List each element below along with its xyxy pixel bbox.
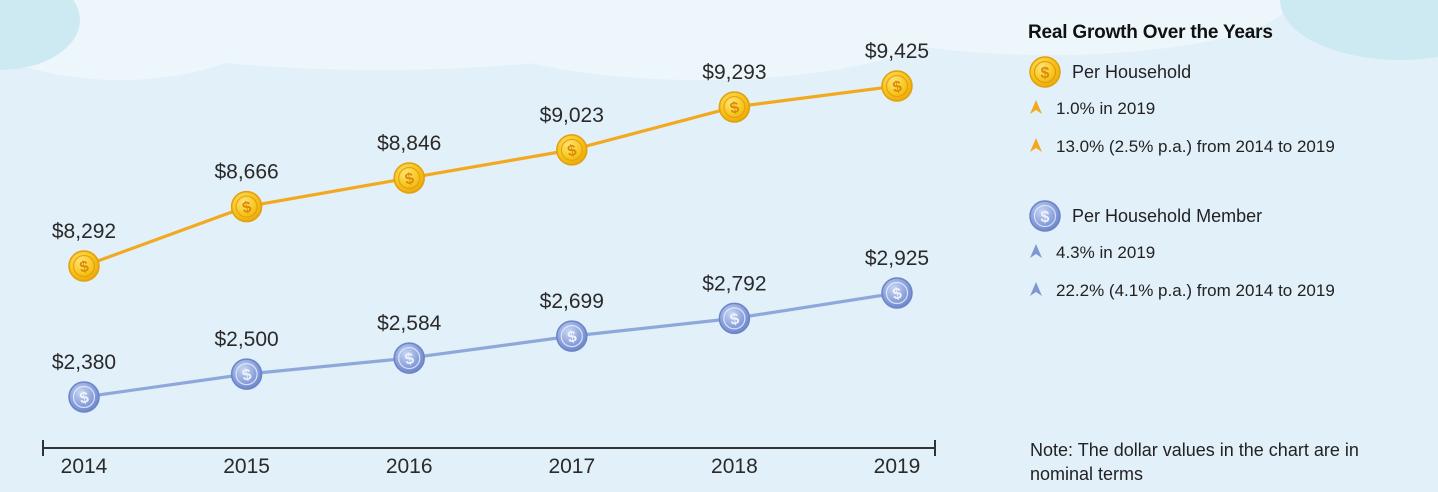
data-label-household-2017: $9,023 [540, 104, 604, 127]
x-axis [42, 440, 936, 456]
silver-coin-icon: $ [230, 358, 263, 390]
x-tick-labels: 2014 2015 2016 2017 2018 2019 [61, 455, 921, 478]
legend-stat-household-1: 1.0% in 2019 [1028, 90, 1428, 128]
svg-text:$: $ [1041, 65, 1050, 82]
legend-stat-member-1: 4.3% in 2019 [1028, 234, 1428, 272]
data-label-household-2016: $8,846 [377, 132, 441, 155]
silver-coin-icon: $ [393, 342, 425, 374]
legend-stat-member-2: 22.2% (4.1% p.a.) from 2014 to 2019 [1028, 272, 1428, 310]
background-clouds [0, 0, 1438, 80]
data-label-member-2018: $2,792 [702, 272, 766, 295]
svg-text:$: $ [403, 170, 415, 188]
svg-text:$: $ [403, 350, 415, 368]
svg-text:$: $ [566, 328, 578, 346]
data-label-household-2014: $8,292 [52, 220, 116, 243]
household-growth-2019: 1.0% in 2019 [1056, 99, 1156, 118]
gold-coin-icon: $ [718, 91, 751, 123]
silver-coin-icon: $ [881, 277, 913, 309]
svg-text:$: $ [78, 258, 90, 276]
series-line-member [83, 291, 898, 399]
x-tick-label-2015: 2015 [223, 455, 270, 478]
svg-text:$: $ [891, 285, 903, 303]
data-label-member-2016: $2,584 [377, 312, 442, 335]
legend-item-member: $ Per Household Member [1028, 198, 1428, 234]
data-label-member-2015: $2,500 [214, 328, 278, 351]
chart-note: Note: The dollar values in the chart are… [1030, 440, 1359, 484]
member-growth-2019: 4.3% in 2019 [1056, 243, 1156, 262]
x-tick-label-2016: 2016 [386, 455, 433, 478]
x-tick-label-2018: 2018 [711, 455, 758, 478]
gold-coin-icon: $ [1029, 56, 1061, 88]
svg-text:$: $ [729, 311, 741, 329]
gold-coin-icon: $ [393, 162, 425, 194]
svg-text:$: $ [729, 99, 741, 117]
svg-text:$: $ [566, 142, 578, 160]
series-layer: $ $8,292 $ $8,666 $ $8,846 $ $9,023 $ $9,293 $ $9,4… [52, 40, 929, 413]
series-member: $ $2,380 $ $2,500 $ $2,584 $ $2,699 $ $2,792 $ $2,9… [52, 247, 929, 413]
silver-coin-icon: $ [718, 302, 751, 335]
legend-panel: Real Growth Over the Years $ Per Househo… [1028, 22, 1428, 310]
legend-label-household: Per Household [1072, 61, 1192, 82]
data-label-member-2017: $2,699 [540, 290, 604, 313]
x-tick-label-2017: 2017 [548, 455, 595, 478]
gold-coin-icon: $ [68, 250, 100, 282]
up-arrow-icon [1028, 99, 1056, 120]
data-label-household-2018: $9,293 [702, 61, 766, 84]
up-arrow-icon [1028, 137, 1056, 158]
legend-label-member: Per Household Member [1072, 205, 1263, 226]
x-tick-label-2019: 2019 [874, 455, 921, 478]
gold-coin-icon: $ [881, 70, 913, 102]
up-arrow-icon [1028, 281, 1056, 302]
x-tick-label-2014: 2014 [61, 455, 108, 478]
series-household: $ $8,292 $ $8,666 $ $8,846 $ $9,023 $ $9,293 $ $9,4… [52, 40, 929, 282]
gold-coin-icon: $ [230, 190, 263, 223]
gold-coin-icon: $ [556, 134, 588, 166]
svg-text:$: $ [1041, 209, 1050, 226]
legend-item-household: $ Per Household [1028, 54, 1428, 90]
silver-coin-icon: $ [556, 320, 588, 352]
data-label-household-2015: $8,666 [214, 161, 278, 184]
legend-stat-household-2: 13.0% (2.5% p.a.) from 2014 to 2019 [1028, 128, 1428, 166]
silver-coin-icon: $ [68, 381, 100, 413]
legend-title: Real Growth Over the Years [1028, 22, 1273, 43]
svg-text:$: $ [241, 199, 253, 217]
silver-coin-icon: $ [1029, 200, 1061, 232]
svg-text:$: $ [241, 366, 253, 384]
series-line-household [83, 84, 898, 268]
member-growth-2014-2019: 22.2% (4.1% p.a.) from 2014 to 2019 [1056, 281, 1335, 300]
svg-text:$: $ [78, 389, 90, 407]
data-label-member-2014: $2,380 [52, 351, 116, 374]
data-label-household-2019: $9,425 [865, 40, 929, 63]
household-growth-2014-2019: 13.0% (2.5% p.a.) from 2014 to 2019 [1056, 137, 1335, 156]
svg-text:$: $ [891, 78, 903, 96]
up-arrow-icon [1028, 243, 1056, 264]
data-label-member-2019: $2,925 [865, 247, 929, 270]
